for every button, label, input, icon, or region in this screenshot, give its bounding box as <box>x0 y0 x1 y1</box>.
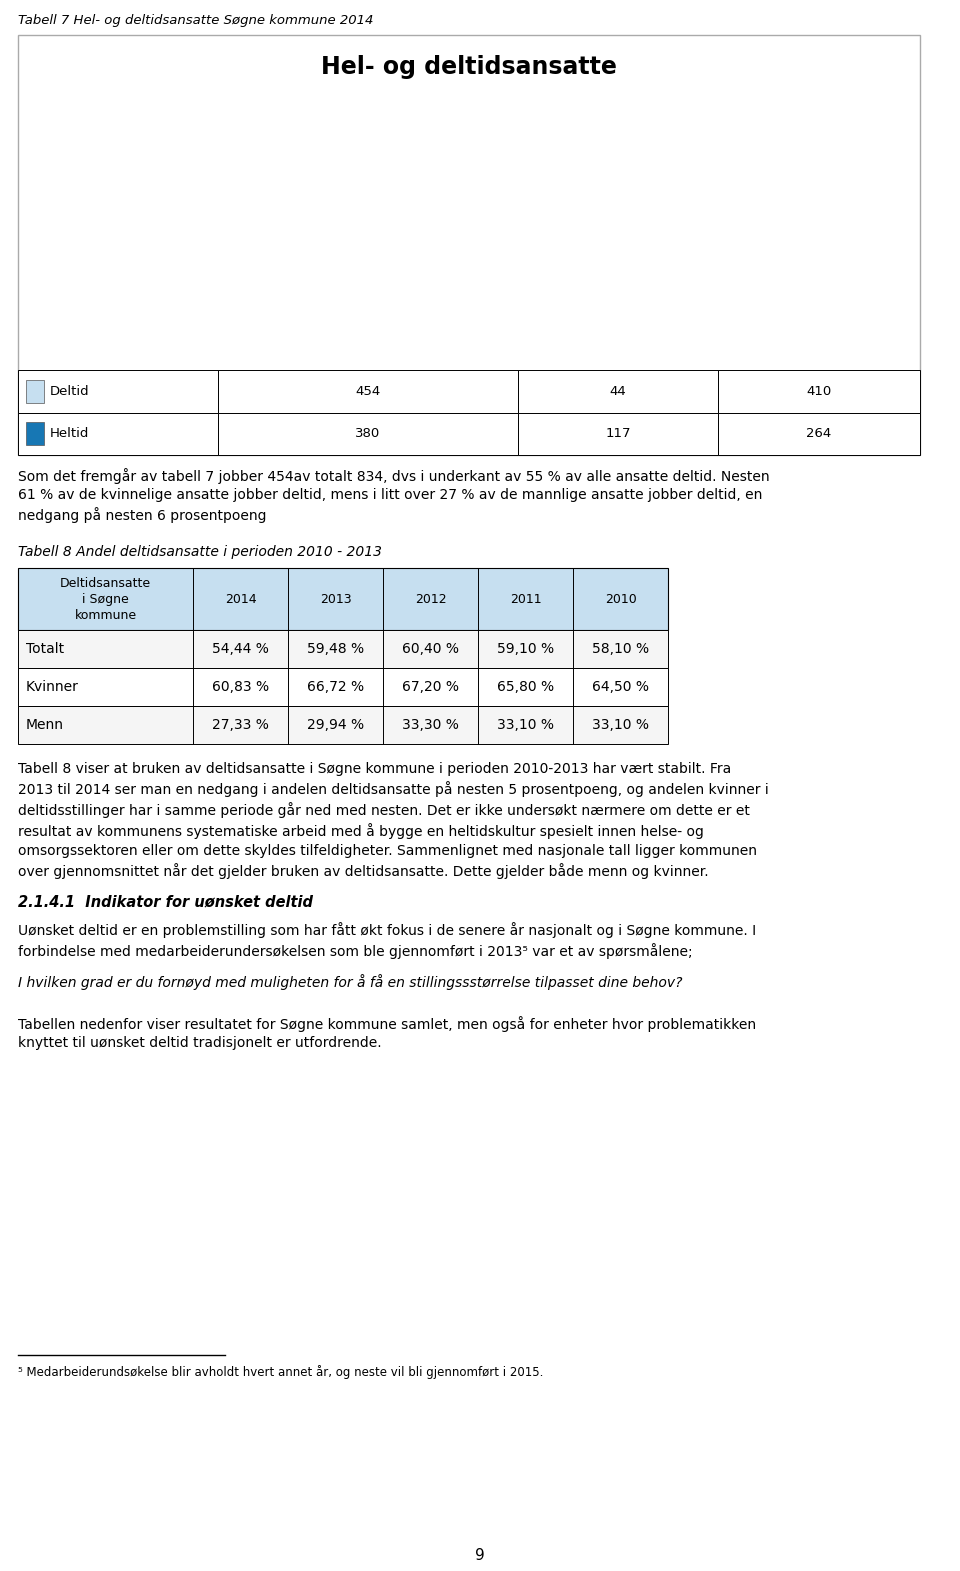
Text: 65,80 %: 65,80 % <box>497 680 554 694</box>
Bar <box>157 229 293 350</box>
Text: 59,48 %: 59,48 % <box>307 643 364 657</box>
Bar <box>18 371 218 413</box>
Text: 2.1.4.1  Indikator for uønsket deltid: 2.1.4.1 Indikator for uønsket deltid <box>18 894 313 910</box>
Text: ⁵ Medarbeiderundsøkelse blir avholdt hvert annet år, og neste vil bli gjennomfør: ⁵ Medarbeiderundsøkelse blir avholdt hve… <box>18 1365 543 1379</box>
Text: 59,10 %: 59,10 % <box>497 643 554 657</box>
Text: 2010: 2010 <box>605 592 636 605</box>
Text: 54,44 %: 54,44 % <box>212 643 269 657</box>
Text: Totalt: Totalt <box>26 643 64 657</box>
Text: 454: 454 <box>355 385 380 397</box>
Text: Heltid: Heltid <box>50 427 89 440</box>
Bar <box>218 371 518 413</box>
Text: 33,10 %: 33,10 % <box>497 718 554 732</box>
Bar <box>18 413 218 456</box>
Text: Tabell 8 viser at bruken av deltidsansatte i Søgne kommune i perioden 2010-2013 : Tabell 8 viser at bruken av deltidsansat… <box>18 762 769 878</box>
Text: 2014: 2014 <box>225 592 256 605</box>
Text: Tabellen nedenfor viser resultatet for Søgne kommune samlet, men også for enhete: Tabellen nedenfor viser resultatet for S… <box>18 1016 756 1051</box>
Text: 33,10 %: 33,10 % <box>592 718 649 732</box>
Bar <box>427 157 563 350</box>
Text: Tabell 7 Hel- og deltidsansatte Søgne kommune 2014: Tabell 7 Hel- og deltidsansatte Søgne ko… <box>18 14 373 27</box>
Bar <box>427 85 563 157</box>
Bar <box>518 371 718 413</box>
Text: 44: 44 <box>610 385 626 397</box>
Text: 410: 410 <box>806 385 831 397</box>
Text: 67,20 %: 67,20 % <box>402 680 459 694</box>
Text: Menn: Menn <box>26 718 64 732</box>
Bar <box>26 380 44 402</box>
Bar <box>698 85 832 247</box>
Bar <box>18 630 668 668</box>
Bar <box>18 705 668 745</box>
Bar <box>218 413 518 456</box>
Text: 64,50 %: 64,50 % <box>592 680 649 694</box>
Bar <box>18 35 920 456</box>
Text: 60,40 %: 60,40 % <box>402 643 459 657</box>
Bar <box>718 413 920 456</box>
Text: Deltid: Deltid <box>50 385 89 397</box>
Text: 33,30 %: 33,30 % <box>402 718 459 732</box>
Bar <box>518 413 718 456</box>
Text: 264: 264 <box>806 427 831 440</box>
Text: Deltidsansatte
i Søgne
kommune: Deltidsansatte i Søgne kommune <box>60 577 151 622</box>
Text: 2011: 2011 <box>510 592 541 605</box>
Text: I hvilken grad er du fornøyd med muligheten for å få en stillingssstørrelse tilp: I hvilken grad er du fornøyd med mulighe… <box>18 974 683 990</box>
Text: 2012: 2012 <box>415 592 446 605</box>
Text: Tabell 8 Andel deltidsansatte i perioden 2010 - 2013: Tabell 8 Andel deltidsansatte i perioden… <box>18 545 382 559</box>
Text: 66,72 %: 66,72 % <box>307 680 364 694</box>
Bar <box>698 247 832 350</box>
Text: Hel- og deltidsansatte: Hel- og deltidsansatte <box>321 55 617 79</box>
Text: 380: 380 <box>355 427 380 440</box>
Text: 27,33 %: 27,33 % <box>212 718 269 732</box>
Text: 117: 117 <box>605 427 631 440</box>
Bar <box>718 371 920 413</box>
Text: 60,83 %: 60,83 % <box>212 680 269 694</box>
Text: 58,10 %: 58,10 % <box>592 643 649 657</box>
Text: Som det fremgår av tabell 7 jobber 454av totalt 834, dvs i underkant av 55 % av : Som det fremgår av tabell 7 jobber 454av… <box>18 468 770 523</box>
Bar <box>18 668 668 705</box>
Text: 29,94 %: 29,94 % <box>307 718 364 732</box>
Bar <box>157 85 293 229</box>
Text: Kvinner: Kvinner <box>26 680 79 694</box>
Text: 9: 9 <box>475 1547 485 1563</box>
Text: 2013: 2013 <box>320 592 351 605</box>
Bar <box>18 569 668 630</box>
Text: Uønsket deltid er en problemstilling som har fått økt fokus i de senere år nasjo: Uønsket deltid er en problemstilling som… <box>18 922 756 958</box>
Bar <box>26 423 44 446</box>
